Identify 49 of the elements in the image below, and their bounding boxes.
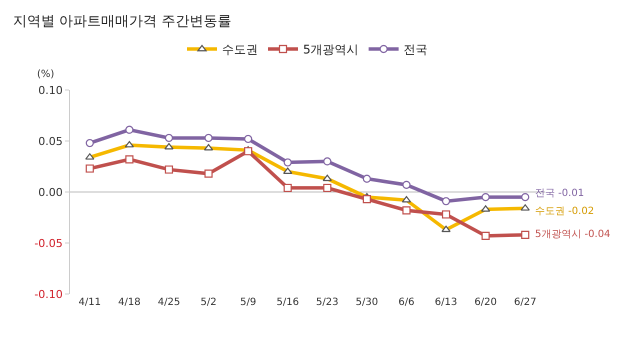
y-axis-title: (%) xyxy=(37,69,54,80)
point xyxy=(244,134,252,144)
point xyxy=(521,230,530,239)
x-tick-label: 5/30 xyxy=(356,297,378,308)
legend-label: 전국 xyxy=(404,42,428,57)
point xyxy=(362,174,371,183)
point xyxy=(204,170,213,178)
point xyxy=(125,155,134,164)
point xyxy=(164,134,174,142)
point xyxy=(284,158,292,167)
point xyxy=(402,206,411,214)
x-tick-label: 5/16 xyxy=(276,297,299,308)
point xyxy=(244,147,252,156)
point xyxy=(402,180,411,189)
y-tick-label: -0.05 xyxy=(34,236,63,250)
point xyxy=(362,195,371,204)
point xyxy=(164,165,174,174)
point xyxy=(482,193,490,202)
x-tick-label: 6/27 xyxy=(514,297,536,308)
y-tick-label: 0.05 xyxy=(38,134,63,148)
point xyxy=(442,197,450,206)
annotation: 5개광역시 -0.04 xyxy=(535,229,610,240)
y-tick-label: 0.10 xyxy=(38,84,63,97)
point xyxy=(204,134,213,142)
point xyxy=(125,126,134,134)
point xyxy=(521,193,530,202)
x-tick-label: 4/25 xyxy=(158,297,180,308)
point xyxy=(86,164,94,173)
point xyxy=(86,138,94,148)
x-tick-label: 4/18 xyxy=(118,297,141,308)
point xyxy=(482,232,490,240)
point xyxy=(284,184,292,192)
x-tick-label: 6/13 xyxy=(434,297,458,308)
x-tick-label: 5/2 xyxy=(200,297,217,308)
chart-title: 지역별 아파트매매가격 주간변동률 xyxy=(12,14,232,30)
point xyxy=(323,184,332,192)
x-tick-label: 6/6 xyxy=(398,297,415,308)
legend-label: 수도권 xyxy=(222,42,258,57)
y-tick-label: -0.10 xyxy=(34,288,63,301)
x-tick-label: 4/11 xyxy=(78,297,102,308)
annotation: 전국 -0.01 xyxy=(535,188,584,199)
annotation: 수도권 -0.02 xyxy=(535,206,594,217)
x-tick-label: 5/23 xyxy=(316,297,339,308)
x-tick-label: 5/9 xyxy=(240,297,256,308)
x-tick-label: 6/20 xyxy=(474,297,497,308)
point xyxy=(323,157,332,166)
legend-label: 5개광역시 xyxy=(303,42,359,57)
point xyxy=(442,210,450,219)
y-tick-label: 0.00 xyxy=(38,186,63,199)
